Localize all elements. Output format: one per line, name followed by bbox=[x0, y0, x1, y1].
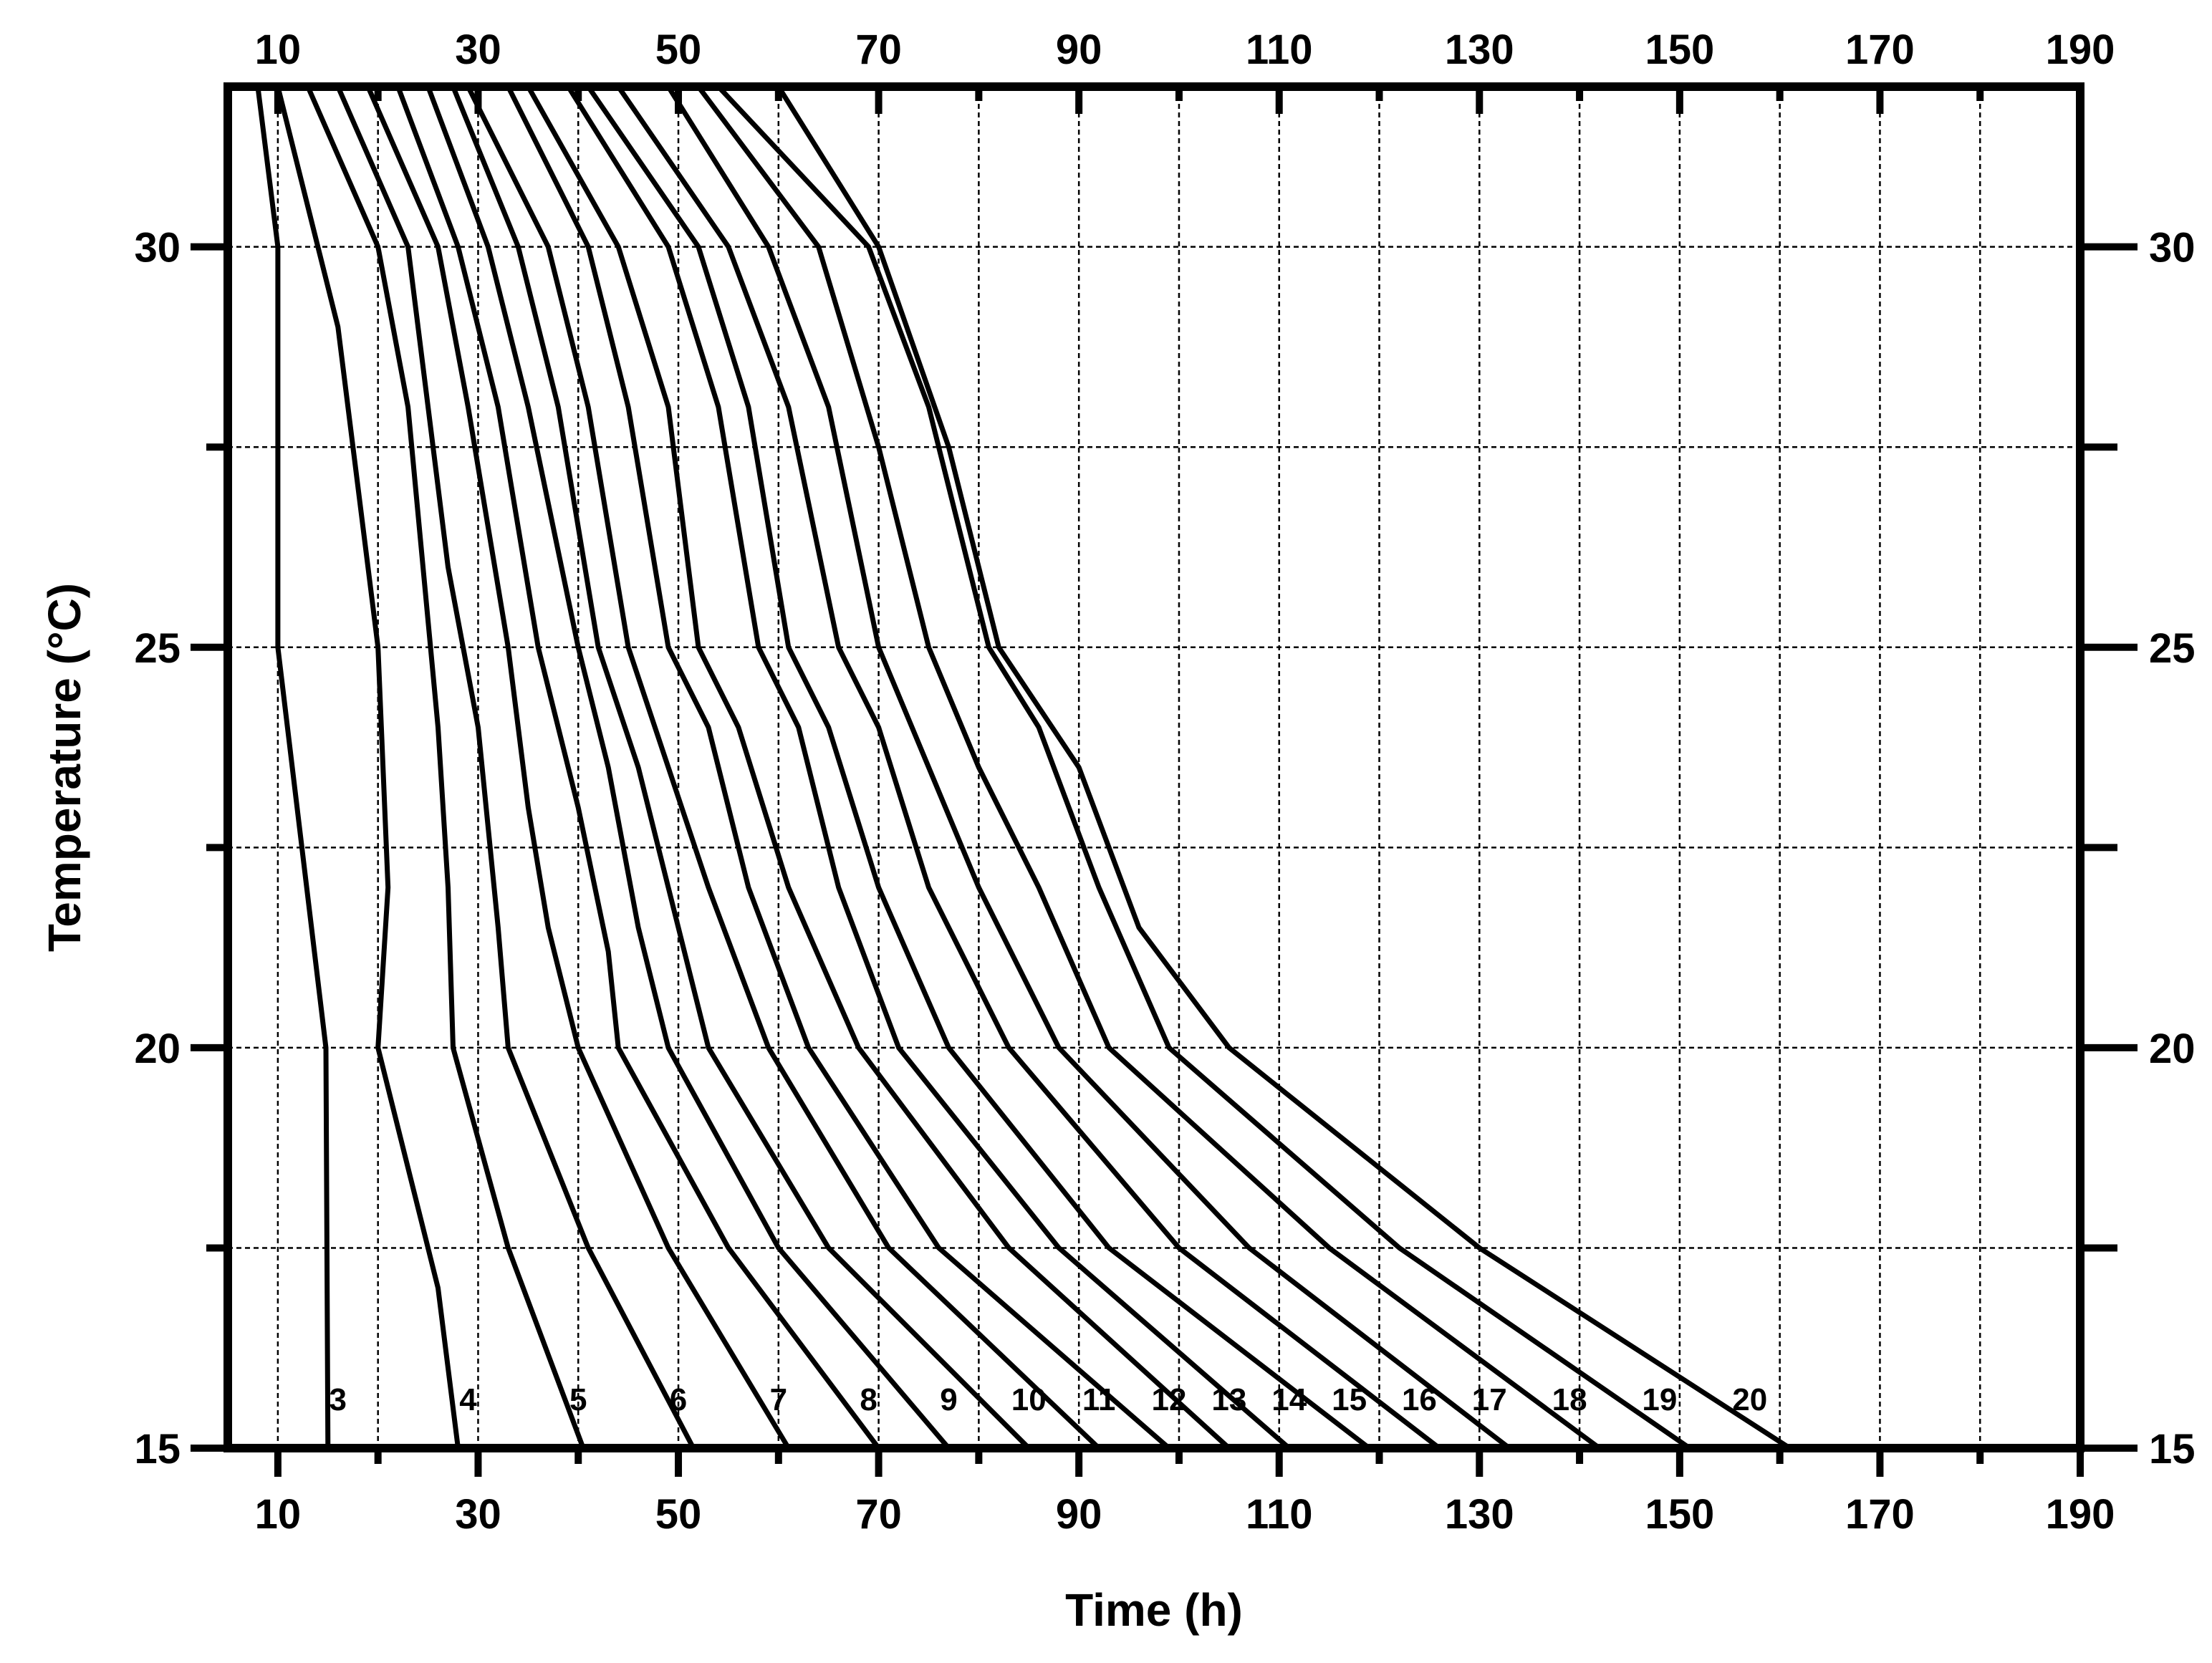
series-label-17: 17 bbox=[1472, 1382, 1507, 1417]
series-lines bbox=[255, 85, 1792, 1450]
x-tick-label-top: 10 bbox=[255, 26, 302, 73]
series-line-8 bbox=[395, 85, 881, 1450]
series-line-15 bbox=[586, 85, 1371, 1450]
series-line-9 bbox=[425, 85, 951, 1450]
x-tick-label-top: 130 bbox=[1445, 26, 1514, 73]
x-tick-label-bottom: 90 bbox=[1056, 1491, 1102, 1538]
series-line-16 bbox=[616, 85, 1441, 1450]
y-tick-label-left: 15 bbox=[134, 1426, 181, 1472]
series-label-4: 4 bbox=[459, 1382, 477, 1417]
series-line-7 bbox=[365, 85, 791, 1450]
y-tick-label-right: 30 bbox=[2149, 225, 2196, 271]
x-tick-label-bottom: 10 bbox=[255, 1491, 302, 1538]
y-tick-label-right: 25 bbox=[2149, 625, 2196, 672]
x-tick-label-top: 50 bbox=[655, 26, 702, 73]
series-line-18 bbox=[696, 85, 1602, 1450]
series-label-5: 5 bbox=[569, 1382, 587, 1417]
y-tick-label-left: 30 bbox=[134, 225, 181, 271]
series-label-8: 8 bbox=[860, 1382, 877, 1417]
x-tick-label-bottom: 170 bbox=[1845, 1491, 1915, 1538]
series-label-9: 9 bbox=[940, 1382, 957, 1417]
x-tick-label-bottom: 190 bbox=[2046, 1491, 2115, 1538]
series-label-7: 7 bbox=[770, 1382, 787, 1417]
series-labels: 3 4 5 6 7 8 9 10 11 12 13 14 15 16 17 18 19 20 bbox=[330, 1382, 1768, 1417]
series-label-15: 15 bbox=[1332, 1382, 1367, 1417]
x-tick-label-top: 90 bbox=[1056, 26, 1102, 73]
series-line-11 bbox=[466, 85, 1101, 1450]
series-line-20 bbox=[776, 85, 1792, 1450]
series-label-11: 11 bbox=[1082, 1382, 1116, 1417]
series-label-20: 20 bbox=[1732, 1382, 1767, 1417]
series-label-16: 16 bbox=[1402, 1382, 1437, 1417]
x-tick-label-top: 150 bbox=[1645, 26, 1714, 73]
plot-border bbox=[223, 82, 2084, 1452]
tick-labels: 10 10 30 30 50 50 70 70 90 90 110 110 130 130 150 150 17… bbox=[134, 26, 2195, 1538]
series-line-14 bbox=[566, 85, 1291, 1450]
y-tick-label-right: 20 bbox=[2149, 1026, 2196, 1072]
x-tick-label-bottom: 70 bbox=[855, 1491, 902, 1538]
x-tick-label-bottom: 150 bbox=[1645, 1491, 1714, 1538]
y-tick-label-right: 15 bbox=[2149, 1426, 2196, 1472]
series-line-6 bbox=[335, 85, 696, 1450]
y-axis-title: Temperature (°C) bbox=[39, 583, 90, 952]
series-line-5 bbox=[305, 85, 586, 1450]
y-tick-label-left: 20 bbox=[134, 1026, 181, 1072]
x-tick-label-bottom: 30 bbox=[455, 1491, 501, 1538]
series-label-18: 18 bbox=[1552, 1382, 1587, 1417]
axis-ticks bbox=[191, 87, 2138, 1477]
series-line-17 bbox=[666, 85, 1511, 1450]
x-axis-title: Time (h) bbox=[1065, 1584, 1243, 1636]
y-tick-label-left: 25 bbox=[134, 625, 181, 672]
series-label-3: 3 bbox=[330, 1382, 347, 1417]
plot-frame bbox=[223, 82, 2084, 1452]
series-label-10: 10 bbox=[1011, 1382, 1047, 1417]
series-line-10 bbox=[451, 85, 1031, 1450]
x-tick-label-top: 110 bbox=[1246, 26, 1313, 73]
series-label-12: 12 bbox=[1151, 1382, 1186, 1417]
x-tick-label-bottom: 130 bbox=[1445, 1491, 1514, 1538]
x-tick-label-top: 170 bbox=[1845, 26, 1915, 73]
x-tick-label-top: 190 bbox=[2046, 26, 2115, 73]
x-tick-label-bottom: 110 bbox=[1246, 1491, 1313, 1538]
series-line-13 bbox=[526, 85, 1231, 1450]
x-tick-label-top: 30 bbox=[455, 26, 501, 73]
series-label-13: 13 bbox=[1211, 1382, 1246, 1417]
series-label-6: 6 bbox=[670, 1382, 687, 1417]
series-line-3 bbox=[255, 86, 331, 1449]
series-label-14: 14 bbox=[1271, 1382, 1307, 1417]
x-tick-label-bottom: 50 bbox=[655, 1491, 702, 1538]
x-tick-label-top: 70 bbox=[855, 26, 902, 73]
series-line-12 bbox=[506, 85, 1171, 1450]
series-line-4 bbox=[275, 86, 461, 1449]
series-label-19: 19 bbox=[1642, 1382, 1677, 1417]
series-line-19 bbox=[716, 85, 1691, 1450]
